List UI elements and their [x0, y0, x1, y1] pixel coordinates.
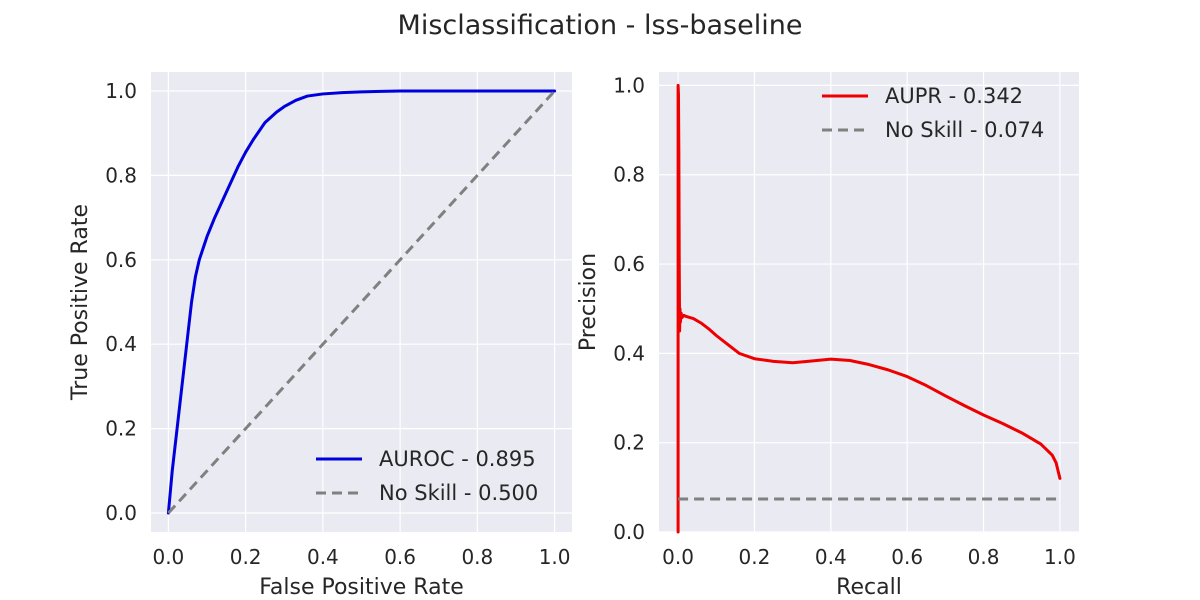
- roc-x-tick-label: 0.4: [307, 545, 339, 569]
- pr-x-tick-label: 0.0: [662, 545, 694, 569]
- pr-y-tick-label: 0.6: [613, 252, 645, 276]
- pr-legend-label: No Skill - 0.074: [885, 118, 1044, 142]
- roc-legend-label: AUROC - 0.895: [379, 447, 536, 471]
- pr-plot-area: [659, 72, 1079, 532]
- pr-series-line-main: [676, 83, 1062, 534]
- roc-x-tick-label: 1.0: [539, 545, 571, 569]
- pr-y-tick-label: 0.2: [613, 431, 645, 455]
- roc-plot-area: [151, 72, 572, 532]
- roc-series-line-main: [166, 89, 557, 515]
- roc-y-tick-label: 0.2: [105, 417, 137, 441]
- roc-x-tick-label: 0.8: [461, 545, 493, 569]
- pr-x-tick-label: 0.2: [739, 545, 771, 569]
- roc-x-tick-label: 0.6: [384, 545, 416, 569]
- pr-x-tick-label: 1.0: [1044, 545, 1076, 569]
- roc-y-tick-label: 1.0: [105, 79, 137, 103]
- roc-x-tick-label: 0.0: [152, 545, 184, 569]
- pr-legend-label: AUPR - 0.342: [885, 84, 1023, 108]
- pr-y-tick-label: 1.0: [613, 73, 645, 97]
- roc-y-tick-label: 0.6: [105, 248, 137, 272]
- pr-y-tick-label: 0.4: [613, 341, 645, 365]
- roc-y-tick-label: 0.8: [105, 163, 137, 187]
- chart-title: Misclassification - lss-baseline: [398, 10, 803, 41]
- pr-plot: 0.0 0.2 0.4 0.6 0.8 1.0 0.0 0.2 0.4 0.6 0.8 1.0 Reca…: [576, 72, 1079, 600]
- pr-x-tick-label: 0.6: [891, 545, 923, 569]
- pr-x-axis-label: Recall: [836, 575, 902, 600]
- pr-y-tick-label: 0.8: [613, 163, 645, 187]
- roc-y-axis-label: True Positive Rate: [68, 204, 93, 401]
- roc-legend-label: No Skill - 0.500: [379, 481, 538, 505]
- roc-y-tick-label: 0.0: [105, 501, 137, 525]
- roc-plot: 0.0 0.2 0.4 0.6 0.8 1.0 0.0 0.2 0.4 0.6 0.8 1.0 Fals…: [68, 72, 572, 600]
- roc-x-tick-label: 0.2: [230, 545, 262, 569]
- pr-x-tick-label: 0.8: [968, 545, 1000, 569]
- pr-y-axis-label: Precision: [576, 253, 601, 351]
- pr-y-tick-label: 0.0: [613, 520, 645, 544]
- roc-y-tick-label: 0.4: [105, 332, 137, 356]
- pr-x-tick-label: 0.4: [815, 545, 847, 569]
- roc-x-axis-label: False Positive Rate: [259, 575, 463, 600]
